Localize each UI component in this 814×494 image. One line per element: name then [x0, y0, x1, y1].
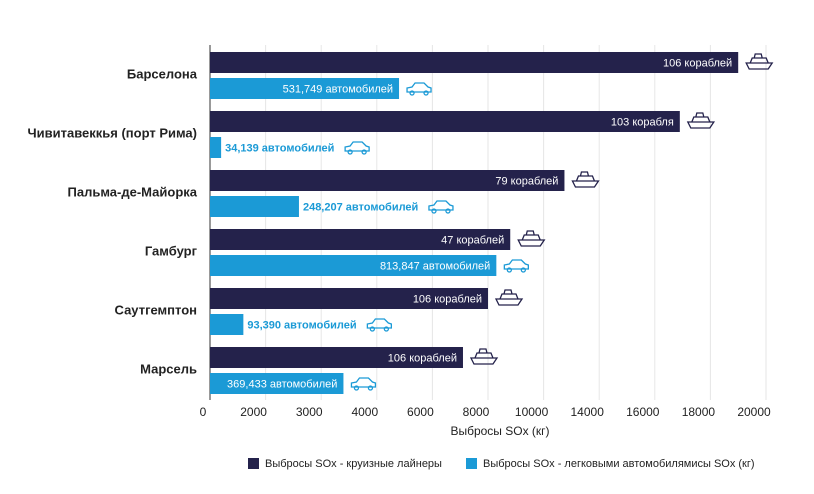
- ship-icon: [517, 230, 546, 247]
- ship-icon: [469, 348, 499, 365]
- legend-swatch: [248, 458, 259, 469]
- bar: [210, 255, 497, 276]
- car-icon: [344, 141, 370, 155]
- car-wheel: [353, 385, 360, 391]
- x-tick-label: 6000: [407, 405, 434, 419]
- category-label: Саутгемптон: [115, 302, 197, 317]
- legend-label: Выбросы SOx - круизные лайнеры: [265, 458, 442, 470]
- car-wheel: [369, 326, 376, 332]
- bar-label: 34,139 автомобилей: [225, 142, 334, 154]
- ship-hull: [686, 121, 716, 129]
- bar-label: 106 кораблей: [388, 352, 457, 364]
- bar: [210, 78, 400, 99]
- bar: [210, 137, 222, 158]
- ship-hull: [745, 62, 774, 70]
- car-wheel: [409, 90, 415, 96]
- bar: [210, 347, 463, 368]
- bar-label: 106 кораблей: [663, 57, 732, 69]
- bar-label: 248,207 автомобилей: [303, 201, 418, 213]
- car-body: [428, 200, 454, 211]
- bar-label: 106 кораблей: [413, 293, 482, 305]
- ship-hull: [571, 180, 600, 188]
- bar-label: 93,390 автомобилей: [247, 319, 356, 331]
- x-tick-label: 20000: [737, 405, 771, 419]
- bar: [210, 314, 244, 335]
- car-wheel: [361, 149, 367, 155]
- x-tick-label: 16000: [626, 405, 660, 419]
- legend-label: Выбросы SOx - легковыми автомобилямисы S…: [483, 458, 755, 470]
- x-tick-label: 0: [200, 405, 207, 419]
- x-tick-label: 18000: [682, 405, 716, 419]
- car-icon: [503, 259, 529, 273]
- ship-hull: [494, 298, 524, 306]
- car-body: [503, 259, 529, 270]
- car-body: [366, 318, 393, 329]
- car-icon: [350, 377, 377, 391]
- car-wheel: [347, 149, 353, 155]
- car-wheel: [423, 90, 429, 96]
- category-label: Марсель: [140, 361, 197, 376]
- car-wheel: [445, 208, 451, 214]
- x-axis-title: Выбросы SOx (кг): [450, 424, 549, 438]
- ship-deck: [521, 230, 541, 241]
- bar: [210, 196, 299, 217]
- bar: [210, 111, 680, 132]
- x-tick-label: 2000: [240, 405, 267, 419]
- x-tick-label: 14000: [571, 405, 605, 419]
- car-wheel: [383, 326, 390, 332]
- car-wheel: [367, 385, 374, 391]
- ship-deck: [749, 53, 769, 64]
- ship-icon: [686, 112, 716, 129]
- bar-label: 103 корабля: [611, 116, 674, 128]
- x-tick-label: 3000: [296, 405, 323, 419]
- bar: [210, 288, 488, 309]
- bar-label: 813,847 автомобилей: [380, 260, 490, 272]
- ship-deck: [691, 112, 711, 123]
- category-label: Гамбург: [145, 243, 198, 258]
- bar: [210, 229, 511, 250]
- ship-deck: [499, 289, 519, 300]
- car-icon: [366, 318, 393, 332]
- ship-deck: [474, 348, 494, 359]
- bar-label: 369,433 автомобилей: [227, 378, 337, 390]
- ship-hull: [517, 239, 546, 247]
- car-wheel: [506, 267, 512, 273]
- car-icon: [406, 82, 432, 96]
- ship-icon: [571, 171, 600, 188]
- bar-label: 531,749 автомобилей: [283, 83, 393, 95]
- bar-label: 79 кораблей: [495, 175, 558, 187]
- bar: [210, 52, 739, 73]
- bar-label: 47 кораблей: [441, 234, 504, 246]
- ship-deck: [575, 171, 596, 182]
- x-tick-label: 4000: [351, 405, 378, 419]
- legend-swatch: [466, 458, 477, 469]
- car-icon: [428, 200, 454, 214]
- car-body: [406, 82, 432, 93]
- car-body: [344, 141, 370, 152]
- bar: [210, 170, 565, 191]
- category-label: Пальма-де-Майорка: [68, 184, 198, 199]
- bar: [210, 373, 344, 394]
- ship-icon: [494, 289, 524, 306]
- ship-icon: [745, 53, 774, 70]
- ship-hull: [469, 357, 499, 365]
- car-wheel: [431, 208, 437, 214]
- car-body: [350, 377, 377, 388]
- category-label: Барселона: [127, 66, 198, 81]
- car-wheel: [520, 267, 526, 273]
- x-tick-label: 8000: [463, 405, 490, 419]
- category-label: Чивитавеккья (порт Рима): [28, 125, 198, 140]
- x-tick-label: 10000: [515, 405, 549, 419]
